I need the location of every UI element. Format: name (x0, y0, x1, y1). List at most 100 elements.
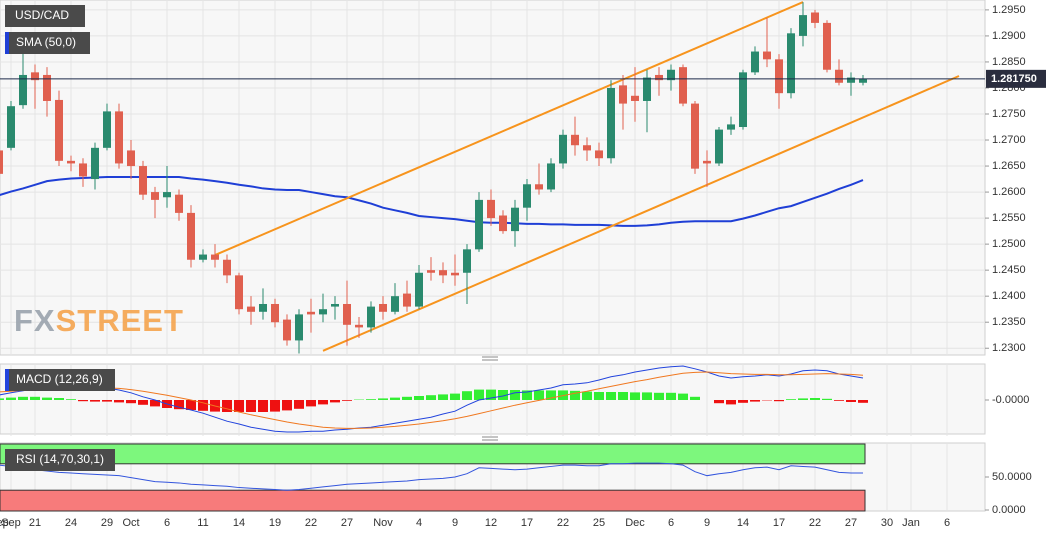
histogram-bar (462, 391, 472, 400)
candle-body (811, 12, 819, 23)
x-tick-label: 14 (737, 517, 749, 529)
histogram-bar (150, 400, 160, 407)
x-tick-label: 22 (809, 517, 821, 529)
histogram-bar (594, 392, 604, 400)
candle-body (91, 147, 99, 180)
histogram-bar (786, 399, 796, 400)
histogram-bar (630, 392, 640, 400)
histogram-bar (714, 400, 724, 404)
candle-body (223, 259, 231, 276)
histogram-bar (450, 393, 460, 400)
candle-body (835, 69, 843, 83)
candle-body (151, 192, 159, 200)
candle-body (139, 166, 147, 195)
candle-body (643, 77, 651, 101)
y-tick-label: 1.2700 (992, 134, 1026, 146)
overlay: 1.29501.29001.28501.28001.27501.27001.26… (0, 4, 1046, 529)
candle-body (127, 150, 135, 167)
candle-body (799, 15, 807, 36)
y-tick-label: 0.0000 (992, 504, 1026, 516)
candle-body (19, 74, 27, 106)
histogram-bar (6, 397, 16, 400)
x-tick-label: 12 (485, 517, 497, 529)
x-tick-label: Oct (122, 517, 139, 529)
histogram-bar (834, 400, 844, 401)
histogram-bar (90, 400, 100, 402)
histogram-bar (318, 400, 328, 405)
x-tick-label: 6 (164, 517, 170, 529)
candle-body (295, 314, 303, 341)
oversold-zone (0, 489, 866, 512)
candle-body (439, 270, 447, 276)
legend-swatch (5, 369, 9, 391)
candle-body (583, 145, 591, 151)
y-tick-label: 50.0000 (992, 471, 1032, 483)
x-tick-label: 4 (416, 517, 422, 529)
histogram-bar (474, 389, 484, 400)
histogram-bar (510, 390, 520, 400)
candle-body (0, 150, 3, 174)
histogram-bar (810, 398, 820, 400)
histogram-bar (570, 390, 580, 400)
legend-swatch (5, 32, 9, 54)
candle-body (331, 303, 339, 307)
histogram-bar (618, 392, 628, 400)
histogram-bar (42, 397, 52, 400)
histogram-bar (642, 392, 652, 400)
y-tick-label: 1.2550 (992, 212, 1026, 224)
candle-body (751, 51, 759, 73)
candle-body (343, 303, 351, 325)
histogram-bar (258, 400, 268, 412)
channel-line (322, 75, 960, 352)
histogram-bar (522, 390, 532, 400)
y-tick-label: -0.0000 (992, 394, 1029, 406)
histogram-bar (102, 400, 112, 402)
candle-body (379, 303, 387, 312)
histogram-bar (438, 394, 448, 400)
histogram-bar (582, 391, 592, 400)
histogram-bar (606, 392, 616, 400)
candle-body (535, 184, 543, 190)
histogram-bar (306, 400, 316, 407)
x-tick-label: Dec (625, 517, 645, 529)
histogram-bar (774, 400, 784, 402)
candle-body (355, 324, 363, 328)
histogram-bar (0, 398, 4, 400)
x-tick-label: 14 (233, 517, 245, 529)
y-tick-label: 1.2350 (992, 316, 1026, 328)
x-tick-label: 24 (65, 517, 77, 529)
candle-body (283, 319, 291, 341)
histogram-bar (18, 396, 28, 400)
x-tick-label: 25 (593, 517, 605, 529)
histogram-bar (546, 390, 556, 400)
histogram-bar (222, 400, 232, 412)
histogram-bar (654, 392, 664, 400)
x-tick-label: 21 (29, 517, 41, 529)
candle-body (595, 150, 603, 159)
candle-body (775, 59, 783, 94)
histogram-bar (282, 400, 292, 411)
x-tick-label: 6 (944, 517, 950, 529)
candle-body (619, 85, 627, 104)
panel-handle (482, 356, 498, 441)
last-price-box (986, 69, 1046, 88)
candle-body (211, 254, 219, 260)
candle-body (427, 270, 435, 273)
y-tick-label: 1.2400 (992, 290, 1026, 302)
chart-title: USD/CAD (15, 8, 69, 22)
candle-body (271, 303, 279, 323)
rsi-line (0, 462, 863, 491)
x-tick-label: 11 (197, 517, 208, 529)
histogram-bar (270, 400, 280, 412)
candle-body (499, 215, 507, 232)
candle-body (607, 87, 615, 159)
watermark-part: STREET (56, 303, 184, 338)
marks: FXSTREET (0, 1, 985, 512)
candle-body (307, 311, 315, 315)
histogram-bar (498, 390, 508, 400)
candle-body (667, 69, 675, 81)
x-tick-label: 29 (101, 517, 113, 529)
histogram-bar (246, 400, 256, 412)
candle-body (403, 293, 411, 307)
x-tick-label: 6 (668, 517, 674, 529)
